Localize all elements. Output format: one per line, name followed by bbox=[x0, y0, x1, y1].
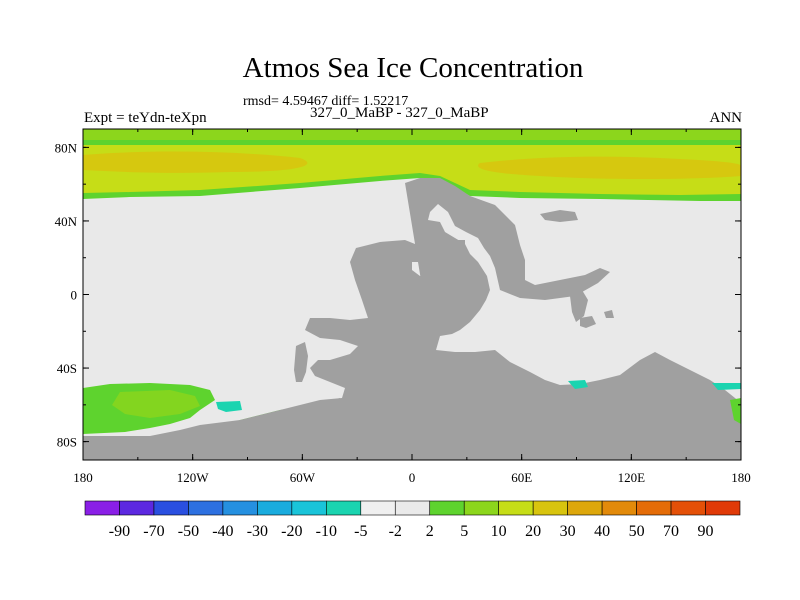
arctic-band-high-2 bbox=[478, 156, 741, 179]
southern-negative-patch-2 bbox=[568, 380, 588, 389]
colorbar-label: 90 bbox=[698, 523, 714, 540]
colorbar-label: -70 bbox=[143, 523, 164, 540]
colorbar-swatch bbox=[257, 500, 293, 516]
colorbar-swatch bbox=[153, 500, 189, 516]
colorbar: -90 -70 -50 -40 -30 -20 -10 -5 -2 2 5 10 20 30 40 50 70 9… bbox=[84, 500, 741, 540]
land-masses bbox=[83, 178, 741, 460]
y-tick-label: 40S bbox=[57, 361, 77, 376]
colorbar-label: -10 bbox=[316, 523, 337, 540]
colorbar-label: -2 bbox=[389, 523, 402, 540]
colorbar-swatch bbox=[498, 500, 534, 516]
colorbar-swatch bbox=[119, 500, 155, 516]
colorbar-label: -20 bbox=[281, 523, 302, 540]
southern-negative-patch-1 bbox=[216, 401, 242, 412]
colorbar-label: -5 bbox=[354, 523, 367, 540]
arctic-band-high-1 bbox=[83, 151, 308, 173]
x-tick-label: 180 bbox=[73, 470, 93, 485]
land-island-3 bbox=[580, 316, 596, 328]
axes-group: 180 120W 60W 0 60E 120E 180 80N 40N 0 40S 80S bbox=[55, 129, 751, 485]
land-island-4 bbox=[604, 310, 614, 318]
x-tick-label: 60E bbox=[511, 470, 532, 485]
colorbar-swatch bbox=[429, 500, 465, 516]
y-tick-label: 0 bbox=[71, 288, 78, 303]
x-tick-label: 0 bbox=[409, 470, 416, 485]
colorbar-swatch bbox=[567, 500, 603, 516]
period-label: 327_0_MaBP - 327_0_MaBP bbox=[310, 105, 489, 121]
x-tick-label: 60W bbox=[290, 470, 316, 485]
colorbar-swatch bbox=[326, 500, 362, 516]
land-antarctic-peninsula bbox=[188, 398, 342, 446]
colorbar-swatch bbox=[188, 500, 224, 516]
colorbar-swatch bbox=[601, 500, 637, 516]
colorbar-swatch bbox=[636, 500, 672, 516]
experiment-label: Expt = teYdn-teXpn bbox=[84, 110, 207, 126]
colorbar-swatch bbox=[222, 500, 258, 516]
colorbar-swatch bbox=[360, 500, 396, 516]
map-plot bbox=[83, 129, 741, 460]
x-tick-label: 120W bbox=[177, 470, 210, 485]
colorbar-label: -30 bbox=[247, 523, 268, 540]
colorbar-label: 70 bbox=[663, 523, 679, 540]
colorbar-swatch bbox=[670, 500, 706, 516]
x-tick-label: 180 bbox=[731, 470, 751, 485]
colorbar-label: -40 bbox=[212, 523, 233, 540]
land-madagascar bbox=[570, 290, 588, 322]
colorbar-label: 50 bbox=[629, 523, 645, 540]
colorbar-label: 20 bbox=[525, 523, 541, 540]
colorbar-swatch bbox=[463, 500, 499, 516]
season-label: ANN bbox=[709, 110, 743, 126]
colorbar-label: -50 bbox=[178, 523, 199, 540]
colorbar-label: 40 bbox=[594, 523, 610, 540]
colorbar-swatch bbox=[532, 500, 568, 516]
southern-pacific-ice-light bbox=[112, 390, 200, 418]
stats-text: rmsd= 4.59467 diff= 1.52217 bbox=[243, 94, 409, 109]
colorbar-label: 30 bbox=[560, 523, 576, 540]
colorbar-swatch bbox=[291, 500, 327, 516]
southern-negative-patch-3 bbox=[712, 383, 741, 390]
colorbar-label: 10 bbox=[491, 523, 507, 540]
y-tick-label: 80N bbox=[55, 140, 78, 155]
land-island-2 bbox=[455, 240, 465, 246]
land-africa-eurasia bbox=[83, 178, 741, 460]
colorbar-swatch bbox=[394, 500, 431, 516]
x-tick-label: 120E bbox=[618, 470, 646, 485]
land-south-america bbox=[294, 342, 308, 382]
colorbar-label: 2 bbox=[426, 523, 434, 540]
land-island-1 bbox=[540, 210, 578, 222]
y-tick-label: 80S bbox=[57, 435, 77, 450]
chart-title: Atmos Sea Ice Concentration bbox=[242, 52, 584, 84]
colorbar-swatch bbox=[705, 500, 741, 516]
y-tick-label: 40N bbox=[55, 214, 78, 229]
colorbar-swatch bbox=[84, 500, 120, 516]
colorbar-label: -90 bbox=[109, 523, 130, 540]
colorbar-label: 5 bbox=[460, 523, 468, 540]
